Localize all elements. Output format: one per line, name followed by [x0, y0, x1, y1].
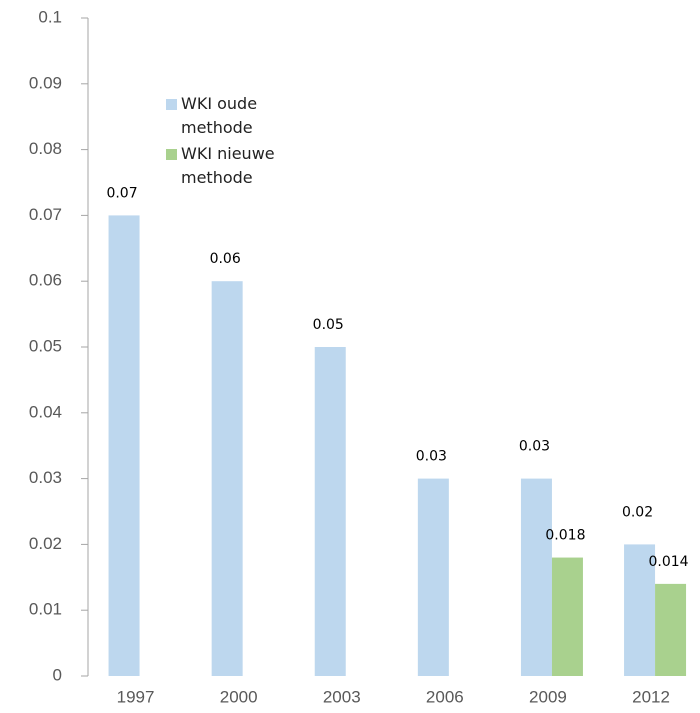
legend-label: WKI nieuwe methode	[181, 144, 275, 187]
y-tick-label: 0.02	[29, 534, 62, 553]
data-label: 0.018	[545, 528, 585, 544]
data-label: 0.07	[106, 185, 137, 201]
x-tick-label: 2012	[632, 687, 670, 706]
y-tick-label: 0.01	[29, 600, 62, 619]
data-label: 0.06	[210, 251, 241, 267]
bar	[520, 478, 552, 676]
bar	[551, 557, 583, 676]
x-tick-label: 2006	[426, 687, 464, 706]
data-label: 0.02	[622, 504, 653, 520]
data-label: 0.03	[519, 439, 550, 455]
bar	[314, 347, 346, 676]
bar	[655, 583, 687, 676]
legend-swatch	[166, 149, 177, 160]
bar	[211, 281, 243, 676]
y-tick-label: 0.05	[29, 336, 62, 355]
x-tick-label: 2009	[529, 687, 567, 706]
bar	[108, 215, 140, 676]
bar	[417, 478, 449, 676]
data-label: 0.05	[313, 317, 344, 333]
legend-item: WKI oude methode	[166, 92, 321, 140]
y-tick-label: 0	[53, 665, 62, 684]
y-tick-label: 0.04	[29, 402, 62, 421]
y-tick-label: 0.08	[29, 139, 62, 158]
y-tick-label: 0.06	[29, 271, 62, 290]
legend-label: WKI oude methode	[181, 94, 258, 137]
y-tick-label: 0.03	[29, 468, 62, 487]
bar	[624, 544, 656, 676]
data-label: 0.014	[649, 554, 689, 570]
y-tick-label: 0.09	[29, 73, 62, 92]
legend-swatch	[166, 99, 177, 110]
x-tick-label: 2000	[220, 687, 258, 706]
legend-item: WKI nieuwe methode	[166, 142, 321, 190]
data-label: 0.03	[416, 449, 447, 465]
y-tick-label: 0.07	[29, 205, 62, 224]
y-tick-label: 0.1	[38, 7, 62, 26]
x-tick-label: 2003	[323, 687, 361, 706]
x-tick-label: 1997	[117, 687, 155, 706]
